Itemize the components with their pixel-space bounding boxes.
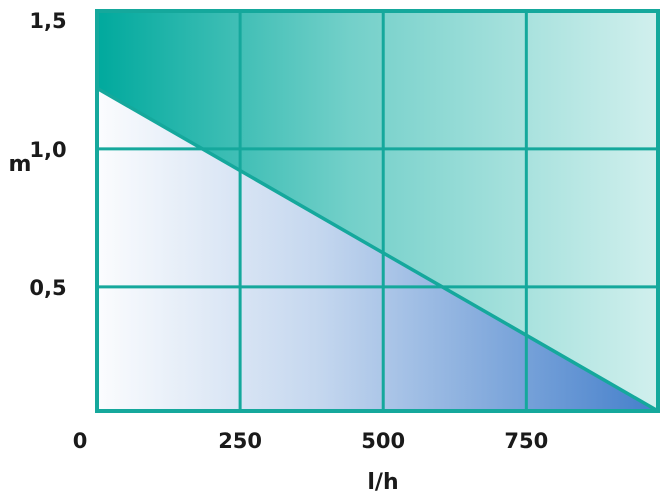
series-layer <box>96 86 659 413</box>
x-axis-label: l/h <box>367 470 398 495</box>
x-tick-label: 500 <box>361 429 405 453</box>
performance-curve <box>96 86 659 413</box>
y-tick-label: 0,5 <box>29 276 66 300</box>
x-tick-label: 750 <box>504 429 548 453</box>
x-tick-label: 0 <box>73 429 88 453</box>
y-tick-label: 1,0 <box>29 138 66 162</box>
plot-area <box>97 11 658 411</box>
y-tick-label: 1,5 <box>29 9 66 33</box>
y-axis-label: m <box>9 152 32 177</box>
area-above-curve <box>97 11 658 411</box>
grid <box>95 9 660 413</box>
tick-labels: 0 250 500 750 0,5 1,0 1,5 <box>29 9 548 453</box>
plot-frame <box>95 9 660 413</box>
x-tick-label: 250 <box>218 429 262 453</box>
